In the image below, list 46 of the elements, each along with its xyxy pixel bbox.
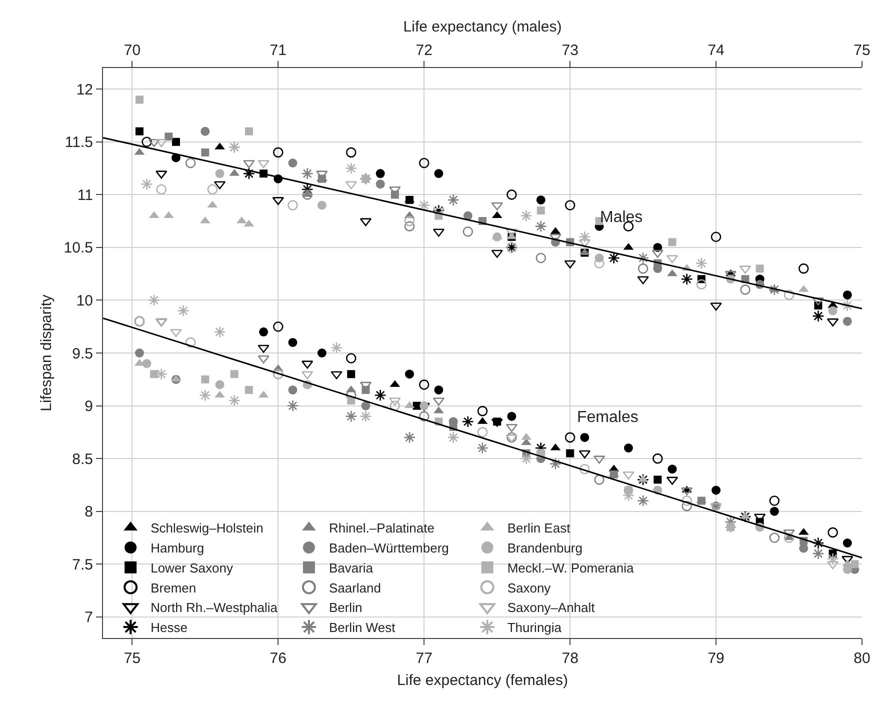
legend-label: Saxony: [507, 580, 552, 596]
y-tick-label: 10.5: [64, 240, 93, 257]
y-axis-title: Lifespan disparity: [38, 294, 56, 412]
x2-tick-label: 73: [562, 42, 578, 59]
legend-label: Lower Saxony: [150, 560, 234, 576]
y-tick-label: 7: [84, 609, 93, 626]
x2-tick-label: 71: [270, 42, 286, 59]
legend-label: Schleswig–Holstein: [150, 520, 264, 536]
legend-label: Bavaria: [328, 560, 374, 576]
x2-tick-label: 72: [416, 42, 432, 59]
x2-tick-label: 75: [854, 42, 870, 59]
y-tick-label: 11.5: [64, 134, 93, 152]
x2-tick-label: 74: [708, 42, 724, 59]
legend-label: Saarland: [328, 580, 381, 596]
legend-label: Berlin West: [328, 620, 396, 636]
x-tick-label: 75: [124, 650, 141, 667]
y-tick-label: 12: [76, 81, 93, 98]
x-tick-label: 76: [270, 650, 286, 667]
legend-label: Rhinel.–Palatinate: [328, 520, 434, 536]
x-tick-label: 78: [562, 650, 578, 667]
y-tick-label: 11: [77, 186, 93, 204]
legend-label: Thuringia: [507, 620, 562, 636]
y-tick-label: 9: [84, 398, 93, 416]
x-axis-title: Life expectancy (females): [397, 672, 568, 689]
legend-label: Hesse: [150, 620, 188, 636]
legend-label: Baden–Württemberg: [328, 540, 449, 556]
y-tick-label: 8.5: [72, 450, 93, 468]
legend-label: Bremen: [150, 580, 196, 596]
x-tick-label: 80: [854, 650, 870, 667]
annotation: Males: [600, 209, 643, 226]
x2-tick-label: 70: [124, 42, 141, 59]
x-tick-label: 77: [416, 650, 432, 667]
y-tick-label: 9.5: [72, 345, 93, 362]
legend-label: Meckl.–W. Pomerania: [507, 560, 635, 576]
y-tick-label: 7.5: [72, 556, 93, 574]
y-tick-label: 10: [76, 292, 93, 310]
legend-label: Hamburg: [150, 540, 204, 556]
legend-label: Saxony–Anhalt: [507, 600, 596, 616]
legend-label: Brandenburg: [507, 540, 582, 556]
x2-axis-title: Life expectancy (males): [403, 18, 562, 36]
annotation: Females: [577, 409, 638, 426]
y-tick-label: 8: [84, 504, 93, 521]
legend-label: North Rh.–Westphalia: [150, 600, 278, 616]
legend-label: Berlin East: [507, 520, 571, 536]
x-tick-label: 79: [708, 650, 724, 667]
legend-label: Berlin: [328, 600, 362, 616]
